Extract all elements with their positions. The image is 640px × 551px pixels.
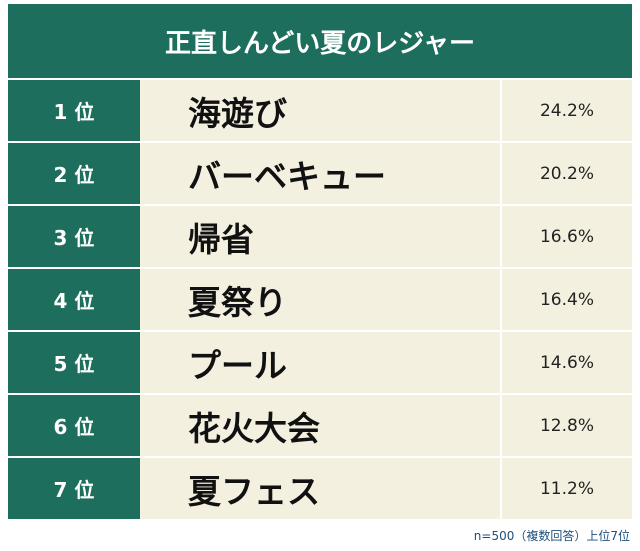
footnote: n=500（複数回答）上位7位 (473, 529, 630, 543)
rank-cell: 5 位 (8, 332, 140, 393)
percent-cell: 14.6% (500, 332, 632, 393)
rank-cell: 3 位 (8, 206, 140, 267)
percent-cell: 24.2% (500, 80, 632, 141)
table-row: 2 位バーベキュー 20.2% (8, 143, 632, 204)
table-row: 6 位花火大会 12.8% (8, 395, 632, 456)
item-cell: 帰省 (140, 206, 500, 267)
table-row: 3 位帰省 16.6% (8, 206, 632, 267)
item-cell: バーベキュー (140, 143, 500, 204)
table-row: 1 位海遊び 24.2% (8, 80, 632, 141)
rank-cell: 7 位 (8, 458, 140, 519)
percent-cell: 20.2% (500, 143, 632, 204)
rank-cell: 6 位 (8, 395, 140, 456)
table-row: 4 位夏祭り 16.4% (8, 269, 632, 330)
item-cell: 夏フェス (140, 458, 500, 519)
title: 正直しんどい夏のレジャー (8, 4, 632, 78)
item-cell: プール (140, 332, 500, 393)
percent-cell: 11.2% (500, 458, 632, 519)
rank-cell: 2 位 (8, 143, 140, 204)
item-cell: 海遊び (140, 80, 500, 141)
table-row: 7 位夏フェス 11.2% (8, 458, 632, 519)
table-row: 5 位プール 14.6% (8, 332, 632, 393)
item-cell: 夏祭り (140, 269, 500, 330)
rank-cell: 4 位 (8, 269, 140, 330)
rank-cell: 1 位 (8, 80, 140, 141)
percent-cell: 16.4% (500, 269, 632, 330)
item-cell: 花火大会 (140, 395, 500, 456)
percent-cell: 12.8% (500, 395, 632, 456)
percent-cell: 16.6% (500, 206, 632, 267)
